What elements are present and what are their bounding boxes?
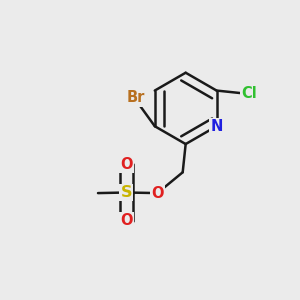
Text: O: O — [120, 213, 133, 228]
Text: N: N — [210, 119, 223, 134]
Text: S: S — [121, 185, 132, 200]
Text: Br: Br — [126, 91, 145, 106]
Text: O: O — [151, 186, 164, 201]
Text: O: O — [120, 157, 133, 172]
Text: Cl: Cl — [242, 86, 257, 101]
